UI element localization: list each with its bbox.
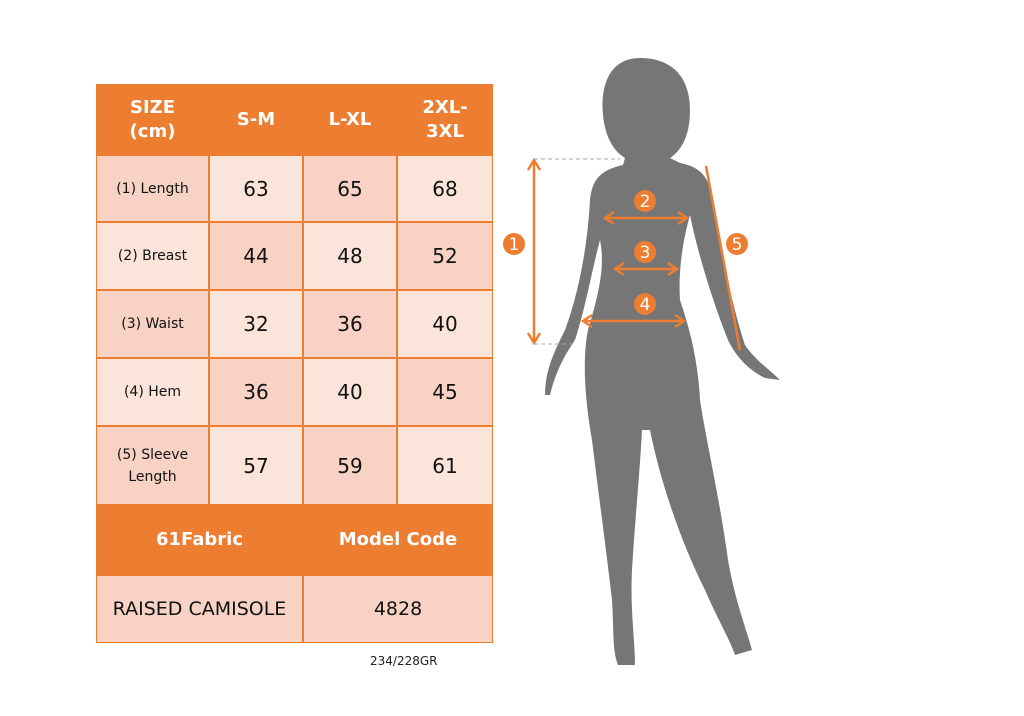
marker-2: 2 [634,190,656,212]
size-value: 44 [209,222,303,290]
size-value: 63 [209,155,303,222]
fabric-header: 61Fabric [96,505,303,575]
table-row: (2) Breast 44 48 52 [96,222,493,290]
marker-1: 1 [503,233,525,255]
measurement-arrows [526,157,742,351]
svg-text:4: 4 [640,295,651,315]
header-s-m: S-M [209,84,303,155]
svg-text:2: 2 [640,192,651,212]
size-value: 65 [303,155,397,222]
marker-3: 3 [634,241,656,263]
footer-value-row: RAISED CAMISOLE 4828 [96,575,493,643]
size-value: 40 [303,358,397,426]
table-header-row: SIZE (cm) S-M L-XL 2XL- 3XL [96,84,493,155]
header-l-xl: L-XL [303,84,397,155]
size-value: 57 [209,426,303,505]
table-row: (5) Sleeve Length 57 59 61 [96,426,493,505]
header-2xl-3xl: 2XL- 3XL [397,84,493,155]
size-value: 59 [303,426,397,505]
footer-header-row: 61Fabric Model Code [96,505,493,575]
size-value: 32 [209,290,303,358]
size-value: 40 [397,290,493,358]
woman-silhouette [545,58,780,665]
row-label: (3) Waist [96,290,209,358]
row-label: (1) Length [96,155,209,222]
svg-text:5: 5 [732,235,743,255]
size-value: 68 [397,155,493,222]
size-value: 48 [303,222,397,290]
table-row: (1) Length 63 65 68 [96,155,493,222]
model-code-value: 4828 [303,575,493,643]
marker-5: 5 [726,233,748,255]
table-row: (4) Hem 36 40 45 [96,358,493,426]
size-value: 36 [303,290,397,358]
header-size: SIZE (cm) [96,84,209,155]
svg-text:1: 1 [509,235,520,255]
size-value: 61 [397,426,493,505]
marker-4: 4 [634,293,656,315]
weight-code: 234/228GR [370,654,438,668]
row-label: (5) Sleeve Length [96,426,209,505]
fabric-value: RAISED CAMISOLE [96,575,303,643]
svg-text:3: 3 [640,243,651,263]
size-value: 36 [209,358,303,426]
size-value: 45 [397,358,493,426]
size-chart-table: SIZE (cm) S-M L-XL 2XL- 3XL (1) Length 63… [96,84,493,643]
size-value: 52 [397,222,493,290]
row-label: (2) Breast [96,222,209,290]
sleeve-arrow [704,165,742,351]
table-row: (3) Waist 32 36 40 [96,290,493,358]
row-label: (4) Hem [96,358,209,426]
model-code-header: Model Code [303,505,493,575]
